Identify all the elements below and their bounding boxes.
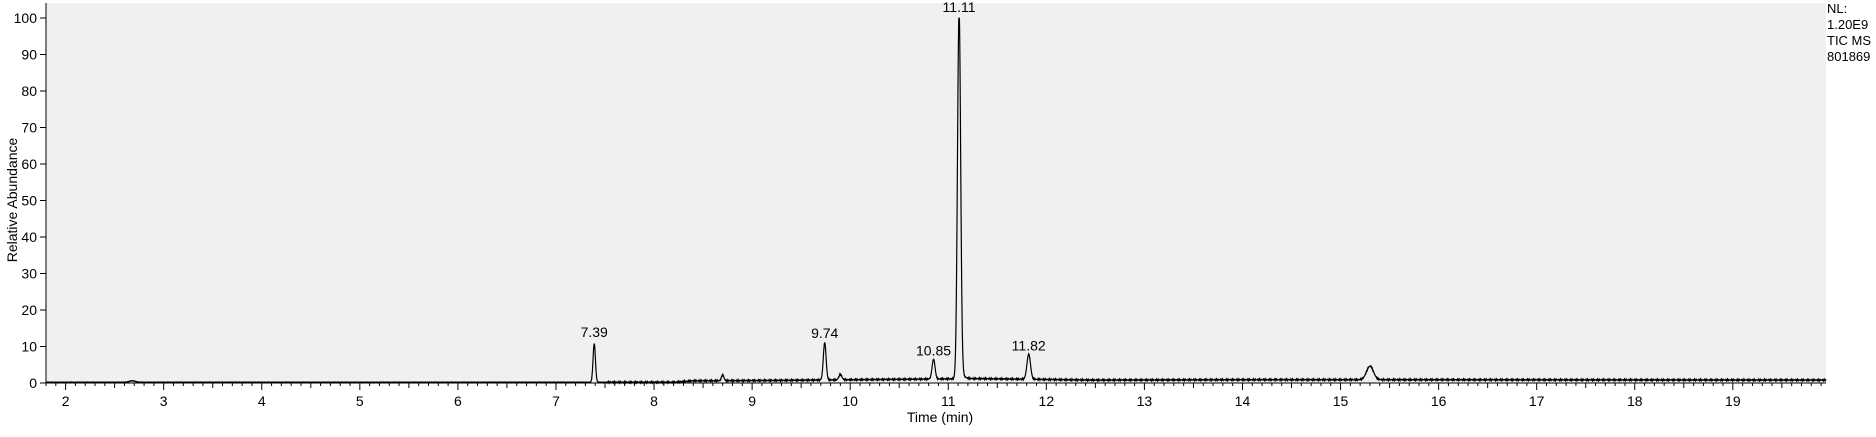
y-tick-label: 80: [21, 83, 37, 99]
peak-label: 10.85: [916, 343, 951, 359]
y-tick-label: 70: [21, 120, 37, 136]
x-tick-label: 5: [356, 393, 364, 409]
x-axis-ticks: 2 3 4 5 6 7 8 9 10 11 12 13 14 15 16 17 18 19: [45, 383, 1822, 409]
y-tick-label: 20: [21, 302, 37, 318]
x-tick-label: 15: [1333, 393, 1349, 409]
x-tick-label: 7: [552, 393, 560, 409]
peak-labels: 7.39 9.74 10.85 11.11 11.82: [581, 0, 1046, 359]
x-tick-label: 6: [454, 393, 462, 409]
y-tick-label: 60: [21, 156, 37, 172]
info-line: TIC MS: [1827, 33, 1871, 48]
y-tick-label: 50: [21, 193, 37, 209]
y-tick-label: 90: [21, 47, 37, 63]
x-tick-label: 13: [1137, 393, 1153, 409]
x-tick-label: 10: [842, 393, 858, 409]
y-tick-label: 30: [21, 266, 37, 282]
x-axis-title: Time (min): [907, 409, 973, 425]
x-tick-label: 3: [160, 393, 168, 409]
peak-label: 7.39: [581, 324, 608, 340]
x-tick-label: 16: [1431, 393, 1447, 409]
x-tick-label: 14: [1235, 393, 1251, 409]
x-tick-label: 12: [1039, 393, 1055, 409]
y-axis-ticks: 0 10 20 30 40 50 60 70 80 90 100: [14, 10, 46, 391]
x-tick-label: 2: [62, 393, 70, 409]
x-tick-label: 4: [258, 393, 266, 409]
y-tick-label: 0: [29, 375, 37, 391]
plot-area: [46, 3, 1826, 383]
info-line: 801869: [1827, 49, 1870, 64]
peak-label: 11.11: [943, 0, 976, 15]
x-tick-label: 19: [1725, 393, 1741, 409]
peak-label: 11.82: [1012, 337, 1046, 353]
y-axis-title: Relative Abundance: [4, 138, 20, 263]
y-tick-label: 10: [21, 339, 37, 355]
info-line: 1.20E9: [1827, 17, 1868, 32]
x-tick-label: 9: [748, 393, 756, 409]
x-tick-label: 11: [941, 393, 956, 409]
info-line: NL:: [1827, 1, 1847, 16]
peak-label: 9.74: [811, 325, 838, 341]
y-tick-label: 40: [21, 229, 37, 245]
x-tick-label: 18: [1627, 393, 1643, 409]
x-tick-label: 8: [650, 393, 658, 409]
tic-trace: [45, 17, 1827, 385]
y-tick-label: 100: [14, 10, 38, 26]
x-tick-label: 17: [1529, 393, 1545, 409]
